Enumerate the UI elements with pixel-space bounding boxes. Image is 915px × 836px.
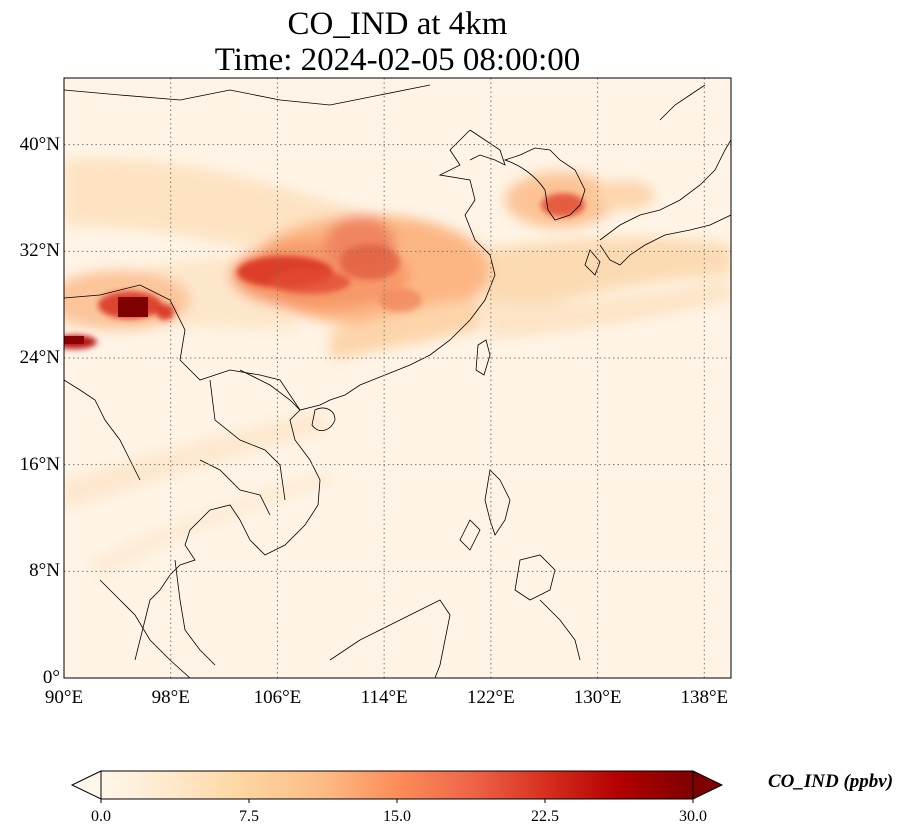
colorbar-body: [101, 771, 693, 799]
lon-tick-label: 122°E: [467, 687, 515, 708]
lat-tick-label: 24°N: [19, 347, 60, 368]
lon-tick-label: 90°E: [44, 687, 84, 708]
lon-tick-label: 130°E: [573, 687, 622, 708]
lat-tick-label: 16°N: [19, 453, 60, 475]
colorbar-extend-max: [692, 770, 724, 800]
lat-tick-label: 8°N: [29, 560, 60, 582]
map-frame: [63, 77, 732, 679]
gridlines: [64, 78, 731, 678]
map-subtitle: Time: 2024-02-05 08:00:00: [214, 42, 581, 78]
colorbar-extend-min: [70, 770, 102, 800]
map-area: [64, 78, 731, 678]
colorbar-tick-label: 7.5: [239, 808, 259, 825]
lon-tick-label: 98°E: [151, 687, 190, 708]
colorbar-label: CO_IND (ppbv): [768, 771, 894, 792]
hotspot-max: [118, 297, 148, 317]
coastlines: [64, 84, 731, 678]
lat-tick-label: 40°N: [19, 133, 60, 155]
lat-tick-label: 32°N: [19, 240, 60, 262]
colorbar-tick-label: 15.0: [383, 808, 411, 825]
lon-tick-label: 138°E: [680, 687, 729, 708]
colorbar-tick-label: 0.0: [91, 808, 111, 825]
concentration-field: [64, 158, 731, 580]
lon-tick-label: 106°E: [253, 687, 302, 708]
colorbar-tick-label: 22.5: [531, 808, 559, 825]
lat-tick-label: 0°: [42, 667, 60, 688]
colorbar: [70, 770, 724, 803]
lon-tick-label: 114°E: [360, 687, 408, 708]
colorbar-tick-label: 30.0: [679, 808, 707, 825]
map-title: CO_IND at 4km: [287, 6, 508, 42]
